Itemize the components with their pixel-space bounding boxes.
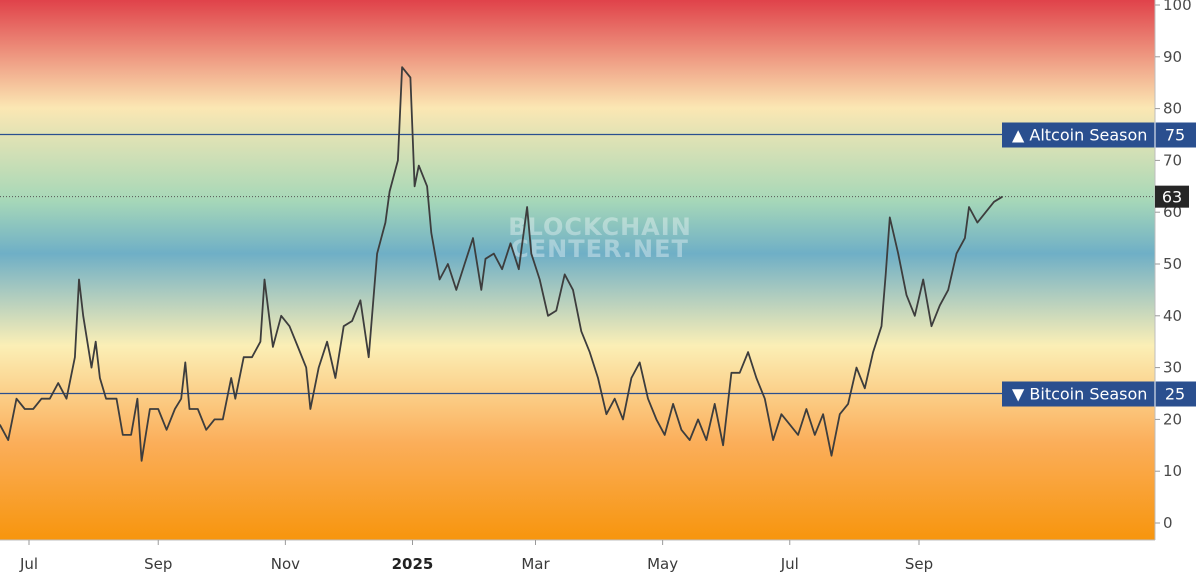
current-value-label: 63: [1162, 188, 1182, 207]
current-value-badge-bg: [1155, 185, 1189, 208]
x-tick-nov-2: Nov: [271, 555, 300, 573]
y-tick-50: 50: [1163, 255, 1182, 273]
y-tick-10: 10: [1163, 462, 1182, 480]
watermark-line-2: CENTER.NET: [511, 235, 689, 263]
x-tick-may-5: May: [647, 555, 678, 573]
watermark-line-1: BLOCKCHAIN: [508, 213, 692, 241]
x-tick-jul-6: Jul: [780, 555, 799, 573]
y-axis-ticks: 0 10 20 30 40 50 60 70 80 90 100: [1155, 0, 1192, 532]
x-tick-jul-0: Jul: [19, 555, 38, 573]
threshold-badge-bg-75: [1002, 122, 1196, 148]
y-axis-panel: [1155, 0, 1200, 576]
x-axis-panel: [0, 540, 1200, 576]
threshold-badges: ▲ Altcoin Season 75 ▼ Bitcoin Season 25: [1002, 122, 1196, 407]
y-tick-70: 70: [1163, 151, 1182, 169]
threshold-lines: [0, 133, 1155, 395]
y-tick-60: 60: [1163, 203, 1182, 221]
threshold-badge-value-75: 75: [1165, 126, 1185, 145]
x-tick-sep-1: Sep: [144, 555, 172, 573]
threshold-badge-label-75: ▲ Altcoin Season: [1012, 126, 1147, 145]
y-tick-90: 90: [1163, 48, 1182, 66]
y-tick-30: 30: [1163, 359, 1182, 377]
threshold-badge-label-25: ▼ Bitcoin Season: [1012, 385, 1147, 404]
x-tick-mar-4: Mar: [521, 555, 550, 573]
y-tick-100: 100: [1163, 0, 1192, 14]
threshold-badge-value-25: 25: [1165, 385, 1185, 404]
plot-background: [0, 0, 1155, 540]
series-line: [0, 66, 1003, 462]
y-tick-40: 40: [1163, 307, 1182, 325]
x-axis-ticks: Jul Sep Nov 2025 Mar May Jul Sep: [19, 540, 933, 573]
threshold-badge-bg-25: [1002, 381, 1196, 407]
y-tick-20: 20: [1163, 410, 1182, 428]
x-tick-2025-3: 2025: [392, 555, 434, 573]
current-value-badge: 63: [1155, 185, 1189, 208]
watermark: BLOCKCHAIN CENTER.NET: [508, 213, 692, 263]
y-tick-80: 80: [1163, 100, 1182, 118]
y-tick-0: 0: [1163, 514, 1173, 532]
x-tick-sep-7: Sep: [905, 555, 933, 573]
